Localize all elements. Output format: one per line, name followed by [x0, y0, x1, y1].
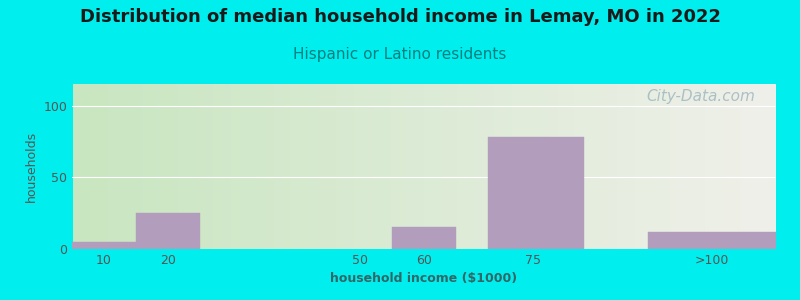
Text: City-Data.com: City-Data.com: [646, 89, 755, 104]
Bar: [72, 242, 136, 249]
Bar: [136, 213, 200, 249]
Bar: [648, 232, 776, 249]
Text: Distribution of median household income in Lemay, MO in 2022: Distribution of median household income …: [79, 8, 721, 26]
Y-axis label: households: households: [25, 131, 38, 202]
Bar: [392, 227, 456, 249]
X-axis label: household income ($1000): household income ($1000): [330, 272, 518, 285]
Bar: [488, 137, 584, 249]
Text: Hispanic or Latino residents: Hispanic or Latino residents: [294, 46, 506, 62]
